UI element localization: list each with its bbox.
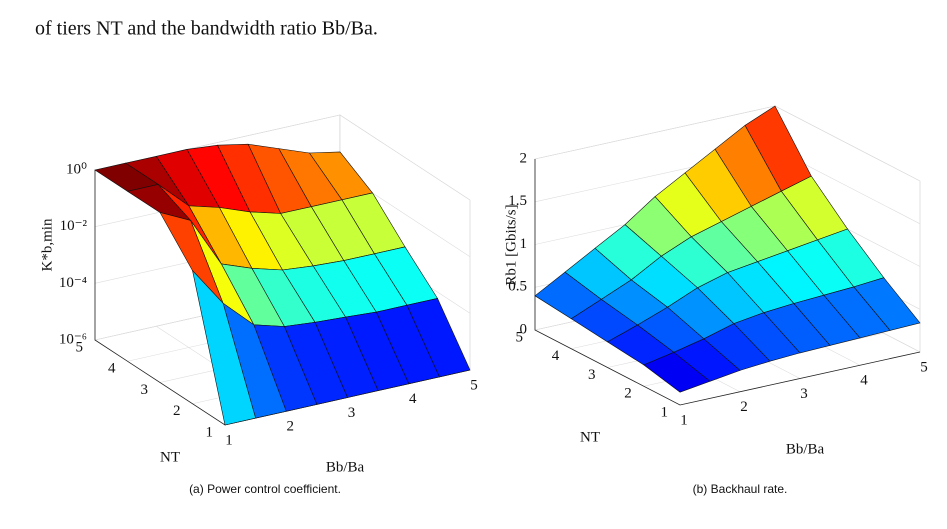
x-tick-label: 1 [680, 412, 688, 428]
y-tick-label: 4 [552, 348, 560, 364]
z-tick-label: 10⁻² [60, 218, 88, 234]
x-axis-label: Bb/Ba [326, 459, 365, 475]
z-tick-label: 0.5 [508, 279, 527, 295]
x-tick-label: 4 [409, 391, 417, 407]
z-tick-label: 1.5 [508, 193, 527, 209]
z-tick-label: 1 [520, 236, 528, 252]
axis-edges [534, 159, 921, 406]
x-tick-label: 2 [740, 399, 748, 415]
surface-patch [191, 269, 256, 426]
caption: (b) Backhaul rate. [693, 482, 788, 496]
y-tick-label: 2 [173, 403, 181, 419]
y-axis-label: NT [160, 449, 180, 465]
z-tick-label: 10⁰ [66, 161, 87, 177]
x-tick-label: 5 [470, 377, 478, 393]
x-tick-label: 5 [920, 359, 928, 375]
surface-patch [643, 351, 711, 393]
z-tick-label: 10⁻⁴ [59, 275, 87, 291]
y-tick-label: 3 [141, 382, 149, 398]
x-tick-label: 3 [348, 405, 356, 421]
z-tick-label: 2 [520, 150, 528, 166]
x-tick-label: 4 [860, 373, 868, 389]
x-tick-label: 1 [225, 432, 233, 448]
x-axis-label: Bb/Ba [786, 441, 825, 457]
x-tick-label: 3 [800, 386, 808, 402]
y-tick-label: 5 [76, 339, 84, 355]
y-tick-label: 1 [661, 404, 669, 420]
y-tick-label: 4 [108, 361, 116, 377]
z-axis-label: K*b,min [39, 218, 55, 271]
y-tick-label: 1 [206, 424, 214, 440]
y-tick-label: 2 [624, 386, 632, 402]
intro-text: of tiers NT and the bandwidth ratio Bb/B… [35, 18, 378, 40]
z-axis-label: Rb1 [Gbits/s] [503, 204, 519, 285]
y-axis-label: NT [580, 429, 600, 445]
y-tick-label: 3 [588, 367, 596, 383]
z-tick-label: 10⁻⁶ [59, 331, 87, 347]
x-tick-label: 2 [287, 419, 295, 435]
y-tick-label: 5 [516, 329, 524, 345]
caption: (a) Power control coefficient. [189, 482, 341, 496]
z-tick-label: 0 [520, 321, 528, 337]
